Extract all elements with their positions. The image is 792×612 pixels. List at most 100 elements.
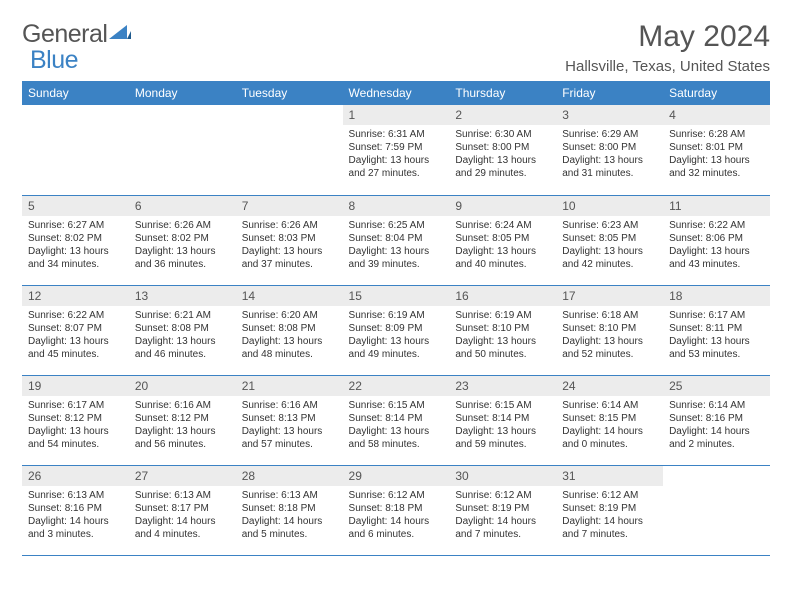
day-details: Sunrise: 6:22 AMSunset: 8:06 PMDaylight:…: [663, 216, 770, 277]
page-title: May 2024: [565, 20, 770, 54]
calendar-day-cell: 11Sunrise: 6:22 AMSunset: 8:06 PMDayligh…: [663, 195, 770, 285]
calendar-day-cell: 3Sunrise: 6:29 AMSunset: 8:00 PMDaylight…: [556, 105, 663, 195]
day-number: 12: [22, 286, 129, 306]
weekday-header: Monday: [129, 81, 236, 105]
day-number: 11: [663, 196, 770, 216]
calendar-day-cell: 2Sunrise: 6:30 AMSunset: 8:00 PMDaylight…: [449, 105, 556, 195]
calendar-day-cell: 16Sunrise: 6:19 AMSunset: 8:10 PMDayligh…: [449, 285, 556, 375]
calendar-day-cell: 31Sunrise: 6:12 AMSunset: 8:19 PMDayligh…: [556, 465, 663, 555]
calendar-day-cell: 21Sunrise: 6:16 AMSunset: 8:13 PMDayligh…: [236, 375, 343, 465]
calendar-day-cell: 27Sunrise: 6:13 AMSunset: 8:17 PMDayligh…: [129, 465, 236, 555]
logo: General: [22, 20, 131, 49]
day-number: 22: [343, 376, 450, 396]
day-details: Sunrise: 6:23 AMSunset: 8:05 PMDaylight:…: [556, 216, 663, 277]
header-right: May 2024 Hallsville, Texas, United State…: [565, 20, 770, 75]
day-number: 5: [22, 196, 129, 216]
calendar-day-cell: 24Sunrise: 6:14 AMSunset: 8:15 PMDayligh…: [556, 375, 663, 465]
day-details: Sunrise: 6:15 AMSunset: 8:14 PMDaylight:…: [343, 396, 450, 457]
calendar-day-cell: 23Sunrise: 6:15 AMSunset: 8:14 PMDayligh…: [449, 375, 556, 465]
day-details: Sunrise: 6:26 AMSunset: 8:02 PMDaylight:…: [129, 216, 236, 277]
day-number: 27: [129, 466, 236, 486]
day-details: Sunrise: 6:18 AMSunset: 8:10 PMDaylight:…: [556, 306, 663, 367]
day-details: Sunrise: 6:19 AMSunset: 8:09 PMDaylight:…: [343, 306, 450, 367]
logo-text-general: General: [22, 20, 107, 49]
header: General May 2024 Hallsville, Texas, Unit…: [22, 20, 770, 75]
day-number: 16: [449, 286, 556, 306]
day-details: Sunrise: 6:28 AMSunset: 8:01 PMDaylight:…: [663, 125, 770, 186]
calendar-day-cell: 17Sunrise: 6:18 AMSunset: 8:10 PMDayligh…: [556, 285, 663, 375]
calendar-day-cell: 6Sunrise: 6:26 AMSunset: 8:02 PMDaylight…: [129, 195, 236, 285]
calendar-day-cell: 22Sunrise: 6:15 AMSunset: 8:14 PMDayligh…: [343, 375, 450, 465]
day-details: Sunrise: 6:29 AMSunset: 8:00 PMDaylight:…: [556, 125, 663, 186]
day-details: Sunrise: 6:30 AMSunset: 8:00 PMDaylight:…: [449, 125, 556, 186]
weekday-header: Sunday: [22, 81, 129, 105]
day-number: 23: [449, 376, 556, 396]
day-details: Sunrise: 6:13 AMSunset: 8:18 PMDaylight:…: [236, 486, 343, 547]
day-number: 30: [449, 466, 556, 486]
calendar-day-cell: 29Sunrise: 6:12 AMSunset: 8:18 PMDayligh…: [343, 465, 450, 555]
day-number: 14: [236, 286, 343, 306]
day-number: 4: [663, 105, 770, 125]
day-number: 10: [556, 196, 663, 216]
logo-text-blue-wrap: Blue: [30, 46, 78, 75]
day-details: Sunrise: 6:12 AMSunset: 8:18 PMDaylight:…: [343, 486, 450, 547]
calendar-day-cell: 7Sunrise: 6:26 AMSunset: 8:03 PMDaylight…: [236, 195, 343, 285]
day-number: 18: [663, 286, 770, 306]
calendar-day-cell: [663, 465, 770, 555]
day-details: Sunrise: 6:17 AMSunset: 8:11 PMDaylight:…: [663, 306, 770, 367]
day-number: 13: [129, 286, 236, 306]
calendar-day-cell: 12Sunrise: 6:22 AMSunset: 8:07 PMDayligh…: [22, 285, 129, 375]
weekday-header: Tuesday: [236, 81, 343, 105]
day-details: Sunrise: 6:12 AMSunset: 8:19 PMDaylight:…: [449, 486, 556, 547]
logo-text-blue: Blue: [30, 46, 78, 74]
day-details: Sunrise: 6:26 AMSunset: 8:03 PMDaylight:…: [236, 216, 343, 277]
day-number: 20: [129, 376, 236, 396]
day-number: 3: [556, 105, 663, 125]
calendar-day-cell: 14Sunrise: 6:20 AMSunset: 8:08 PMDayligh…: [236, 285, 343, 375]
calendar-day-cell: 4Sunrise: 6:28 AMSunset: 8:01 PMDaylight…: [663, 105, 770, 195]
calendar-day-cell: 28Sunrise: 6:13 AMSunset: 8:18 PMDayligh…: [236, 465, 343, 555]
weekday-header: Friday: [556, 81, 663, 105]
day-number: 7: [236, 196, 343, 216]
day-details: Sunrise: 6:16 AMSunset: 8:12 PMDaylight:…: [129, 396, 236, 457]
weekday-header: Wednesday: [343, 81, 450, 105]
day-number: 8: [343, 196, 450, 216]
calendar-day-cell: 19Sunrise: 6:17 AMSunset: 8:12 PMDayligh…: [22, 375, 129, 465]
day-details: Sunrise: 6:16 AMSunset: 8:13 PMDaylight:…: [236, 396, 343, 457]
calendar-day-cell: 15Sunrise: 6:19 AMSunset: 8:09 PMDayligh…: [343, 285, 450, 375]
calendar-day-cell: 25Sunrise: 6:14 AMSunset: 8:16 PMDayligh…: [663, 375, 770, 465]
calendar-day-cell: [22, 105, 129, 195]
calendar-week-row: 12Sunrise: 6:22 AMSunset: 8:07 PMDayligh…: [22, 285, 770, 375]
day-details: Sunrise: 6:13 AMSunset: 8:17 PMDaylight:…: [129, 486, 236, 547]
day-number: 9: [449, 196, 556, 216]
day-details: Sunrise: 6:14 AMSunset: 8:15 PMDaylight:…: [556, 396, 663, 457]
calendar-week-row: 1Sunrise: 6:31 AMSunset: 7:59 PMDaylight…: [22, 105, 770, 195]
calendar-day-cell: 20Sunrise: 6:16 AMSunset: 8:12 PMDayligh…: [129, 375, 236, 465]
day-number: 6: [129, 196, 236, 216]
calendar-day-cell: [236, 105, 343, 195]
calendar-week-row: 19Sunrise: 6:17 AMSunset: 8:12 PMDayligh…: [22, 375, 770, 465]
day-details: Sunrise: 6:27 AMSunset: 8:02 PMDaylight:…: [22, 216, 129, 277]
day-details: Sunrise: 6:24 AMSunset: 8:05 PMDaylight:…: [449, 216, 556, 277]
calendar-day-cell: 30Sunrise: 6:12 AMSunset: 8:19 PMDayligh…: [449, 465, 556, 555]
day-details: Sunrise: 6:20 AMSunset: 8:08 PMDaylight:…: [236, 306, 343, 367]
day-number: 29: [343, 466, 450, 486]
logo-mark-icon: [109, 25, 131, 44]
day-number: 31: [556, 466, 663, 486]
day-details: Sunrise: 6:22 AMSunset: 8:07 PMDaylight:…: [22, 306, 129, 367]
day-number: 24: [556, 376, 663, 396]
day-details: Sunrise: 6:21 AMSunset: 8:08 PMDaylight:…: [129, 306, 236, 367]
calendar-day-cell: 10Sunrise: 6:23 AMSunset: 8:05 PMDayligh…: [556, 195, 663, 285]
day-number: 25: [663, 376, 770, 396]
weekday-header: Thursday: [449, 81, 556, 105]
day-details: Sunrise: 6:19 AMSunset: 8:10 PMDaylight:…: [449, 306, 556, 367]
calendar-day-cell: 9Sunrise: 6:24 AMSunset: 8:05 PMDaylight…: [449, 195, 556, 285]
day-number: 17: [556, 286, 663, 306]
day-number: 28: [236, 466, 343, 486]
day-details: Sunrise: 6:13 AMSunset: 8:16 PMDaylight:…: [22, 486, 129, 547]
calendar-week-row: 26Sunrise: 6:13 AMSunset: 8:16 PMDayligh…: [22, 465, 770, 555]
calendar-day-cell: 8Sunrise: 6:25 AMSunset: 8:04 PMDaylight…: [343, 195, 450, 285]
day-number: 19: [22, 376, 129, 396]
calendar-header-row: SundayMondayTuesdayWednesdayThursdayFrid…: [22, 81, 770, 105]
day-details: Sunrise: 6:17 AMSunset: 8:12 PMDaylight:…: [22, 396, 129, 457]
